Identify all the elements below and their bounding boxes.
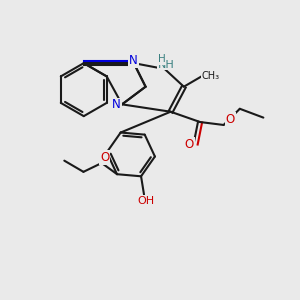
Text: N: N	[129, 54, 138, 67]
Text: O: O	[226, 113, 235, 126]
Text: O: O	[184, 138, 194, 151]
Text: O: O	[100, 151, 109, 164]
Text: N: N	[112, 98, 121, 111]
Text: H: H	[158, 54, 166, 64]
Text: NH: NH	[158, 60, 175, 70]
Text: OH: OH	[137, 196, 154, 206]
Text: CH₃: CH₃	[201, 71, 219, 81]
